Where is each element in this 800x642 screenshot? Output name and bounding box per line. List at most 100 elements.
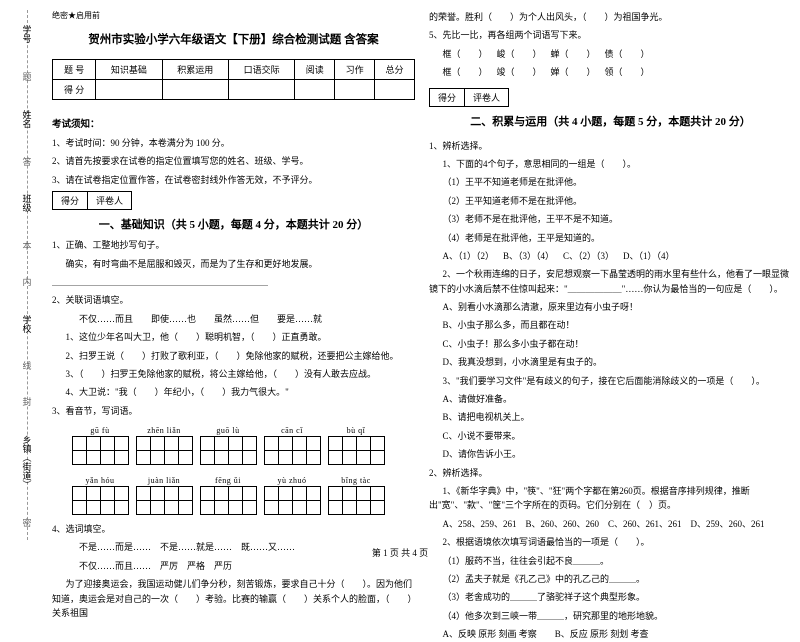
r1: 的荣誉。胜利（ ）为个人出风头，（ ）为祖国争光。 (429, 10, 792, 24)
label-school: 学校 (21, 313, 34, 335)
grid (72, 436, 128, 464)
s2q2c: C、小虫子！那么多小虫子都在动！ (429, 337, 792, 351)
page-container: 学号 题 姓名 答 班级 本 内 学校 线 封 乡镇（街道） 密 绝密★启用前 … (0, 0, 800, 540)
s2q5d: （4）他多次到三峡一带＿＿＿，研究那里的地形地貌。 (429, 609, 792, 623)
s2q1f: A、（1）（2） B、（3）（4） C、（2）（3） D、（1）（4） (429, 249, 792, 263)
q4-b: 不仅……而且…… 严厉 严格 严历 (52, 559, 415, 573)
eval-box: 得分评卷人 (429, 88, 792, 107)
pinyin: fēng ǔi (215, 476, 241, 485)
label-town: 乡镇（街道） (21, 433, 34, 491)
grid (328, 486, 384, 514)
char-grid-row1: gū fù zhēn liǎn guō lù cān cǐ bù qǐ (72, 426, 415, 464)
section1-title: 一、基础知识（共 5 小题，每题 4 分，本题共计 20 分） (52, 216, 415, 232)
td (295, 80, 335, 100)
notice-item: 1、考试时间：90 分钟，本卷满分为 100 分。 (52, 136, 415, 150)
pinyin: cān cǐ (281, 426, 303, 435)
th: 知识基础 (96, 60, 162, 80)
s2q2a: A、别看小水滴那么清澈，原来里边有小虫子呀！ (429, 300, 792, 314)
td: 得 分 (53, 80, 96, 100)
s2q5c: （3）老舍成功的＿＿＿了骆驼祥子这个典型形象。 (429, 590, 792, 604)
score-table: 题 号 知识基础 积累运用 口语交际 阅读 习作 总分 得 分 (52, 59, 415, 100)
s2q1c: （2）王平知道老师不是在批评他。 (429, 194, 792, 208)
eval-box: 得分评卷人 (52, 191, 415, 210)
content-area: 绝密★启用前 贺州市实验小学六年级语文【下册】综合检测试题 含答案 题 号 知识… (46, 10, 792, 540)
binding-labels: 学号 题 姓名 答 班级 本 内 学校 线 封 乡镇（街道） 密 (8, 10, 46, 540)
r4: 框（ ） 竣（ ） 婵（ ） 领（ ） (429, 65, 792, 79)
r3: 框（ ） 峻（ ） 蝉（ ） 债（ ） (429, 47, 792, 61)
th: 习作 (335, 60, 375, 80)
eval-grader: 评卷人 (87, 192, 131, 209)
s2q1d: （3）老师不是在批评他，王平不是不知道。 (429, 212, 792, 226)
s2q3: 3、"我们要学习文件"是有歧义的句子，接在它后面能消除歧义的一项是（ ）。 (429, 374, 792, 388)
notice-item: 2、请首先按要求在试卷的指定位置填写您的姓名、班级、学号。 (52, 154, 415, 168)
s2q3b: B、请把电视机关上。 (429, 410, 792, 424)
pinyin: gū fù (90, 426, 109, 435)
char-box: juàn liǎn (136, 476, 192, 514)
q1-line: ＿＿＿＿＿＿＿＿＿＿＿＿＿＿＿＿＿＿＿＿＿＿＿＿ (52, 275, 415, 289)
eval-grader: 评卷人 (464, 89, 508, 106)
section2-title: 二、积累与运用（共 4 小题，每题 5 分，本题共计 20 分） (429, 113, 792, 129)
th: 阅读 (295, 60, 335, 80)
td (96, 80, 162, 100)
th: 总分 (375, 60, 415, 80)
label-class: 班级 (21, 192, 34, 214)
page-footer: 第 1 页 共 4 页 (0, 546, 800, 559)
s2q1b: （1）王平不知道老师是在批评他。 (429, 175, 792, 189)
pinyin: zhēn liǎn (147, 426, 181, 435)
th: 题 号 (53, 60, 96, 80)
grid (200, 486, 256, 514)
grid (328, 436, 384, 464)
pinyin: juàn liǎn (148, 476, 180, 485)
q2-4: 4、大卫说："我（ ）年纪小，（ ）我力气很大。" (52, 385, 415, 399)
pinyin: bù qǐ (347, 426, 366, 435)
char-box: zhēn liǎn (136, 426, 192, 464)
s2q1a: 1、下面的4个句子，意思相同的一组是（ ）。 (429, 157, 792, 171)
grid (136, 436, 192, 464)
seal-char: 题 (21, 72, 34, 81)
char-box: gū fù (72, 426, 128, 464)
q2-1: 1、这位少年名叫大卫，他（ ）聪明机智，（ ）正直勇敢。 (52, 330, 415, 344)
s2q2: 2、一个秋雨连绵的日子，安尼想观察一下晶莹透明的雨水里有些什么，他看了一眼显微镜… (429, 267, 792, 296)
seal-char: 密 (21, 518, 34, 527)
q1: 1、正确、工整地抄写句子。 (52, 238, 415, 252)
q2-opts: 不仅……而且 即使……也 虽然……但 要是……就 (52, 312, 415, 326)
notice-item: 3、请在试卷指定位置作答，在试卷密封线外作答无效，不予评分。 (52, 173, 415, 187)
pinyin: guō lù (216, 426, 239, 435)
s2q3c: C、小说不要带来。 (429, 429, 792, 443)
q4: 4、选词填空。 (52, 522, 415, 536)
left-column: 绝密★启用前 贺州市实验小学六年级语文【下册】综合检测试题 含答案 题 号 知识… (52, 10, 415, 540)
s2q1: 1、辨析选择。 (429, 139, 792, 153)
s2q3a: A、请做好准备。 (429, 392, 792, 406)
char-box: yǎn hóu (72, 476, 128, 514)
pinyin: yǎn hóu (85, 476, 114, 485)
s2q1e: （4）老师是在批评他，王平是知道的。 (429, 231, 792, 245)
grid (264, 486, 320, 514)
char-box: yù zhuó (264, 476, 320, 514)
td (375, 80, 415, 100)
q4-c: 为了迎接奥运会，我国运动健儿们争分秒，刻苦锻炼，要求自己十分（ ）。因为他们知道… (52, 577, 415, 620)
char-box: bù qǐ (328, 426, 384, 464)
right-column: 的荣誉。胜利（ ）为个人出风头，（ ）为祖国争光。 5、先比一比，再各组两个词语… (429, 10, 792, 540)
char-box: cān cǐ (264, 426, 320, 464)
q1-text: 确实，有时弯曲不是屈服和毁灭，而是为了生存和更好地发展。 (52, 257, 415, 271)
seal-char: 封 (21, 397, 34, 406)
binding-margin: 学号 题 姓名 答 班级 本 内 学校 线 封 乡镇（街道） 密 (8, 10, 46, 540)
s2q2b: B、小虫子那么多，而且都在动！ (429, 318, 792, 332)
notice-head: 考试须知： (52, 116, 415, 130)
pinyin: bǐng tàc (341, 476, 371, 485)
q3: 3、看音节，写词语。 (52, 404, 415, 418)
label-studentid: 学号 (21, 23, 34, 45)
grid (72, 486, 128, 514)
pinyin: yù zhuó (277, 476, 306, 485)
s2q4a: 1、《新华字典》中，"筷"、"狂"两个字都在第260页。根据音序排列规律，推断出… (429, 484, 792, 513)
td (335, 80, 375, 100)
eval-score: 得分 (52, 192, 87, 209)
char-box: fēng ǔi (200, 476, 256, 514)
grid (200, 436, 256, 464)
th: 口语交际 (228, 60, 294, 80)
td (162, 80, 228, 100)
seal-char: 线 (21, 361, 34, 370)
char-box: bǐng tàc (328, 476, 384, 514)
s2q4b: A、258、259、261 B、260、260、260 C、260、261、26… (429, 517, 792, 531)
s2q4: 2、辨析选择。 (429, 466, 792, 480)
